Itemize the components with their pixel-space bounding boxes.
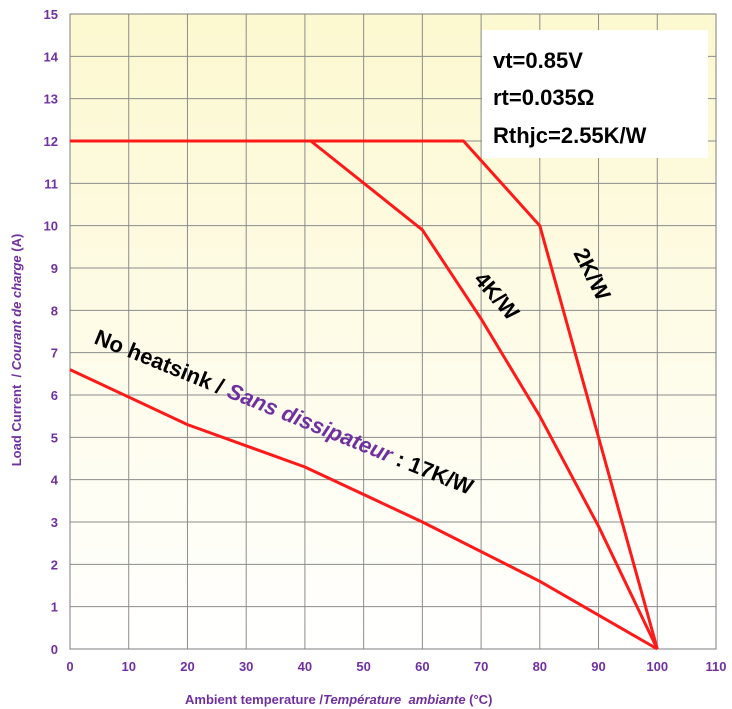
- x-tick-label-9: 90: [591, 659, 605, 674]
- y-axis-title-en: Load Current: [9, 384, 24, 466]
- x-tick-label-10: 100: [646, 659, 668, 674]
- y-axis-title-unit: (A): [9, 234, 24, 256]
- y-tick-label-9: 9: [51, 261, 58, 276]
- param-rt: rt=0.035Ω: [493, 85, 594, 110]
- x-tick-label-7: 70: [474, 659, 488, 674]
- y-tick-label-4: 4: [51, 473, 59, 488]
- y-tick-label-6: 6: [51, 388, 58, 403]
- x-tick-label-11: 110: [706, 659, 727, 674]
- y-tick-label-15: 15: [44, 7, 58, 22]
- x-tick-label-2: 20: [180, 659, 194, 674]
- y-tick-label-12: 12: [44, 134, 58, 149]
- x-axis-title-fr: Température ambiante: [323, 692, 466, 707]
- y-axis-title: Load Current / Courant de charge (A): [9, 234, 24, 467]
- x-tick-label-1: 10: [121, 659, 135, 674]
- y-tick-label-1: 1: [51, 600, 58, 615]
- param-rthjc: Rthjc=2.55K/W: [493, 123, 647, 148]
- param-vt: vt=0.85V: [493, 48, 583, 73]
- y-tick-label-2: 2: [51, 557, 58, 572]
- y-tick-label-11: 11: [44, 176, 58, 191]
- y-tick-label-3: 3: [51, 515, 58, 530]
- x-axis-title-unit: (°C): [466, 692, 493, 707]
- x-tick-label-4: 40: [298, 659, 312, 674]
- y-axis-title-sep: /: [9, 370, 24, 384]
- y-tick-label-5: 5: [51, 430, 58, 445]
- parameters-box: vt=0.85V rt=0.035Ω Rthjc=2.55K/W: [482, 30, 708, 158]
- y-tick-label-13: 13: [44, 92, 58, 107]
- x-tick-label-8: 80: [533, 659, 547, 674]
- x-tick-label-3: 30: [239, 659, 253, 674]
- x-tick-label-5: 50: [356, 659, 370, 674]
- x-axis-title: Ambient temperature /Température ambiant…: [185, 692, 492, 707]
- y-tick-label-10: 10: [44, 219, 58, 234]
- x-tick-label-0: 0: [66, 659, 73, 674]
- x-tick-label-6: 60: [415, 659, 429, 674]
- y-axis-title-fr: Courant de charge: [9, 255, 24, 370]
- y-tick-label-14: 14: [44, 49, 59, 64]
- y-tick-label-7: 7: [51, 346, 58, 361]
- x-axis-title-en: Ambient temperature: [185, 692, 316, 707]
- y-tick-label-8: 8: [51, 303, 58, 318]
- y-tick-label-0: 0: [51, 642, 58, 657]
